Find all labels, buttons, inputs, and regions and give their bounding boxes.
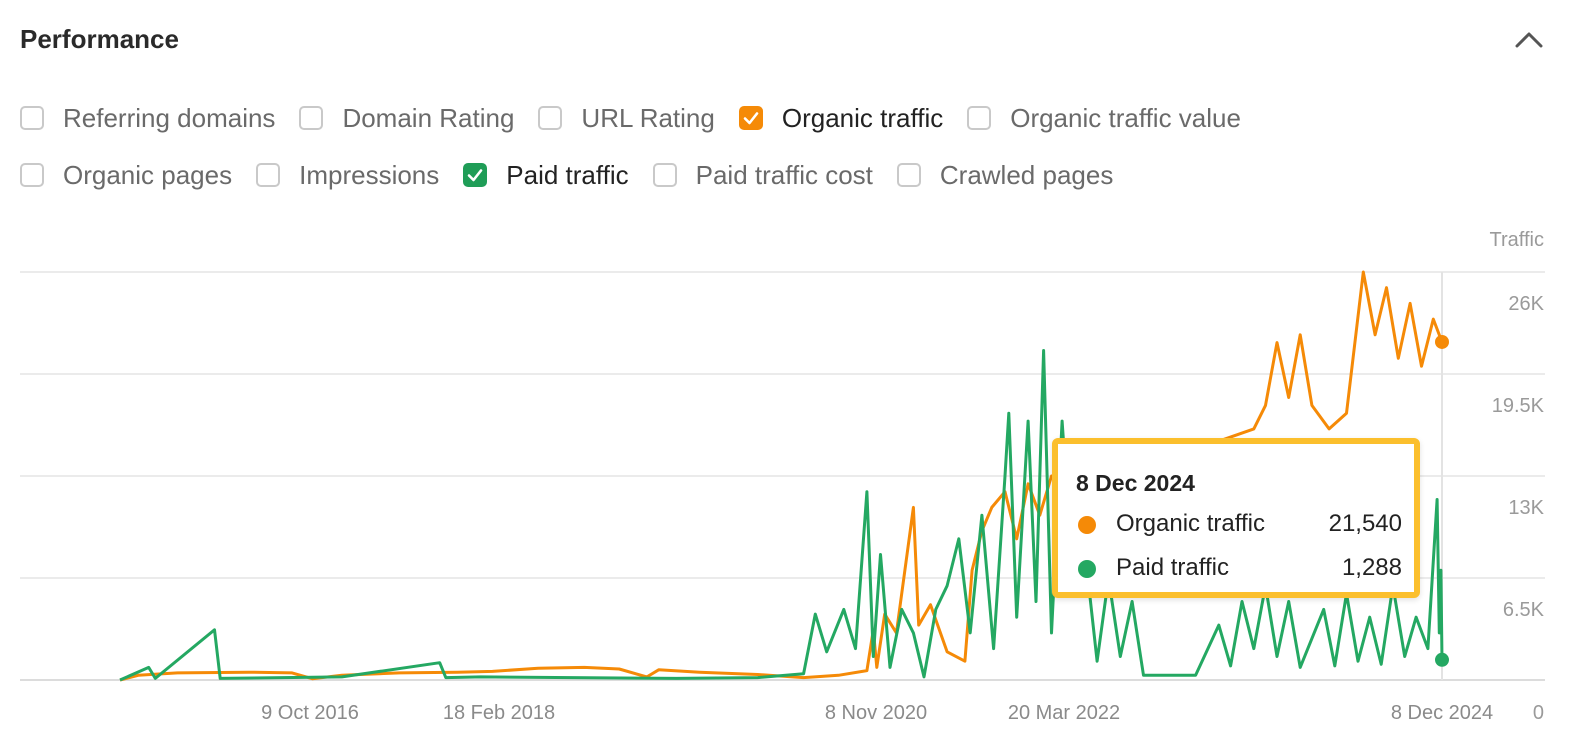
filter-label: Organic traffic <box>781 102 944 133</box>
legend-dot-paid <box>1078 560 1096 578</box>
y-axis-title: Traffic <box>1490 229 1544 251</box>
tooltip-row-organic: Organic traffic 21,540 <box>1076 510 1402 540</box>
filter-label: Paid traffic <box>506 159 629 190</box>
collapse-button[interactable] <box>1512 22 1546 56</box>
filter-domain-rating[interactable]: Domain Rating <box>299 103 514 134</box>
filter-label: URL Rating <box>581 102 715 133</box>
marker-organic-traffic <box>1435 334 1449 349</box>
filter-label: Organic traffic value <box>1010 102 1241 133</box>
tooltip-series-value: 1,288 <box>1341 554 1402 581</box>
checkmark-icon <box>467 169 483 182</box>
filter-label: Impressions <box>299 159 440 190</box>
checkbox-checked[interactable] <box>463 163 488 187</box>
axis-labels: Traffic 26K 19.5K 13K 6.5K 0 9 Oct 2016 18 Feb … <box>261 229 1545 724</box>
checkbox[interactable] <box>20 106 44 130</box>
chevron-up-icon <box>1515 32 1543 48</box>
tooltip-row-paid: Paid traffic 1,288 <box>1076 554 1402 584</box>
x-tick-label: 9 Oct 2016 <box>261 702 359 724</box>
filter-label: Paid traffic cost <box>695 159 873 190</box>
filter-paid-traffic-cost[interactable]: Paid traffic cost <box>652 159 873 191</box>
checkbox[interactable] <box>967 106 992 130</box>
tooltip-series-value: 21,540 <box>1328 510 1402 537</box>
checkbox-checked[interactable] <box>738 106 763 130</box>
tooltip-date: 8 Dec 2024 <box>1076 470 1195 496</box>
filter-url-rating[interactable]: URL Rating <box>538 102 715 134</box>
filter-paid-traffic[interactable]: Paid traffic <box>463 159 629 191</box>
x-tick-label: 8 Nov 2020 <box>825 702 927 724</box>
checkbox[interactable] <box>299 106 324 130</box>
filter-impressions[interactable]: Impressions <box>256 160 439 191</box>
x-tick-label: 18 Feb 2018 <box>443 702 555 724</box>
page-title: Performance <box>20 24 179 54</box>
x-tick-label: 20 Mar 2022 <box>1008 702 1120 724</box>
legend-dot-organic <box>1078 516 1096 534</box>
metric-filters: Referring domains Domain Rating URL Rati… <box>20 98 1265 212</box>
cursor-markers <box>1435 334 1449 667</box>
checkbox[interactable] <box>538 106 563 130</box>
series-line-organic-traffic <box>119 270 1444 682</box>
y-tick-label: 0 <box>1533 702 1544 724</box>
checkbox[interactable] <box>652 163 677 187</box>
filter-crawled-pages[interactable]: Crawled pages <box>896 159 1114 191</box>
filter-organic-traffic[interactable]: Organic traffic <box>738 102 944 134</box>
filter-referring-domains[interactable]: Referring domains <box>20 103 275 134</box>
tooltip-series-name: Organic traffic <box>1116 510 1265 537</box>
y-tick-label: 19.5K <box>1492 395 1545 417</box>
y-tick-label: 6.5K <box>1503 599 1545 621</box>
checkbox[interactable] <box>20 163 44 187</box>
tooltip-series-name: Paid traffic <box>1116 554 1229 581</box>
x-tick-label: 8 Dec 2024 <box>1391 702 1493 724</box>
filter-row-2: Organic pages Impressions Paid traffic P… <box>20 155 1265 195</box>
marker-paid-traffic <box>1435 652 1449 667</box>
filter-label: Organic pages <box>63 159 233 190</box>
filter-row-1: Referring domains Domain Rating URL Rati… <box>20 98 1265 138</box>
y-tick-label: 13K <box>1508 497 1544 519</box>
filter-organic-traffic-value[interactable]: Organic traffic value <box>967 103 1241 134</box>
filter-label: Domain Rating <box>342 102 515 133</box>
checkbox[interactable] <box>256 163 281 187</box>
checkbox[interactable] <box>896 163 921 187</box>
filter-label: Crawled pages <box>939 159 1114 190</box>
traffic-chart[interactable]: Traffic 26K 19.5K 13K 6.5K 0 9 Oct 2016 18 Feb … <box>0 220 1590 752</box>
filter-organic-pages[interactable]: Organic pages <box>20 160 232 191</box>
filter-label: Referring domains <box>63 102 276 133</box>
chart-tooltip: 8 Dec 2024 Organic traffic 21,540 Paid t… <box>1052 438 1420 598</box>
checkmark-icon <box>743 112 759 125</box>
y-tick-label: 26K <box>1508 293 1544 315</box>
